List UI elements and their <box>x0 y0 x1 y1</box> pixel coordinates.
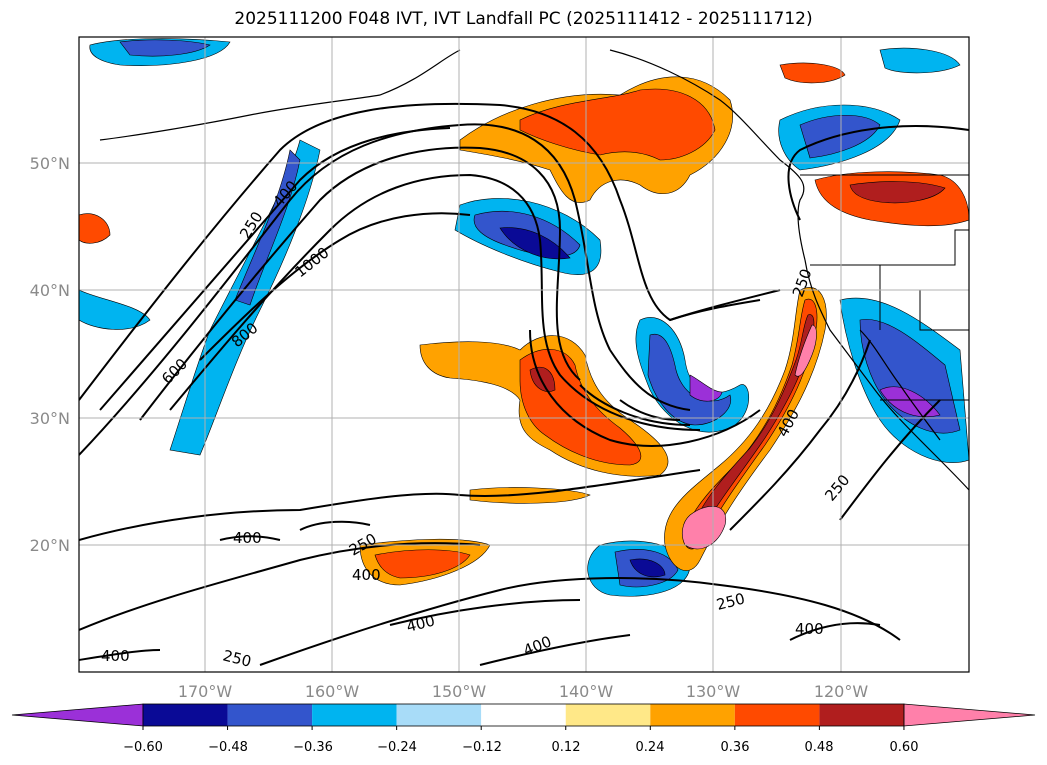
colorbar-segment <box>227 704 313 726</box>
negative-ivt-pc-field <box>79 38 969 597</box>
graticule <box>79 37 969 672</box>
map-plot-area <box>78 36 970 673</box>
positive-ivt-pc-field <box>79 62 969 586</box>
latitude-labels: 50°N 40°N 30°N 20°N <box>30 154 70 555</box>
lon-label: 150°W <box>432 682 487 701</box>
colorbar-outline <box>142 703 905 727</box>
contour-label: 400 <box>352 566 381 584</box>
colorbar-tick-label: −0.48 <box>208 740 248 755</box>
lat-label: 40°N <box>30 281 70 300</box>
colorbar-segment <box>312 704 397 726</box>
colorbar-segment <box>565 704 651 726</box>
colorbar-extend-high <box>903 703 1036 727</box>
lat-label: 20°N <box>30 536 70 555</box>
lon-label: 170°W <box>178 682 233 701</box>
colorbar-tick-label: 0.24 <box>636 740 665 755</box>
lat-label: 30°N <box>30 409 70 428</box>
colorbar-tick-label: −0.36 <box>293 740 333 755</box>
colorbar-tick-label: 0.36 <box>721 740 750 755</box>
colorbar-ticks: −0.60 −0.48 −0.36 −0.24 −0.12 0.12 0.24 … <box>123 740 918 755</box>
contour-label: 400 <box>233 529 262 547</box>
colorbar-tick-label: 0.48 <box>805 740 834 755</box>
colorbar-tick-label: 0.12 <box>552 740 581 755</box>
colorbar-tick-label: −0.60 <box>123 740 163 755</box>
map-frame <box>78 36 970 673</box>
map-title: 2025111200 F048 IVT, IVT Landfall PC (20… <box>234 9 813 29</box>
colorbar-segment <box>481 704 566 726</box>
lat-label: 50°N <box>30 154 70 173</box>
contour-label: 400 <box>101 647 130 665</box>
coastlines <box>99 49 969 491</box>
lon-label: 120°W <box>814 682 869 701</box>
lon-label: 160°W <box>305 682 360 701</box>
colorbar-segment <box>734 704 820 726</box>
lon-label: 140°W <box>559 682 614 701</box>
colorbar-tick-label: 0.60 <box>890 740 919 755</box>
colorbar-segment <box>819 704 904 726</box>
lon-label: 130°W <box>686 682 741 701</box>
colorbar-tick-label: −0.24 <box>377 740 417 755</box>
colorbar-tick-label: −0.12 <box>462 740 502 755</box>
colorbar <box>11 703 1036 730</box>
colorbar-segment <box>650 704 735 726</box>
colorbar-extend-low <box>11 703 144 727</box>
contour-label: 400 <box>795 620 824 638</box>
political-borders <box>800 174 969 401</box>
longitude-labels: 170°W 160°W 150°W 140°W 130°W 120°W <box>178 682 869 701</box>
colorbar-segment <box>143 704 228 726</box>
colorbar-segment <box>396 704 482 726</box>
ivt-contours <box>79 102 969 666</box>
